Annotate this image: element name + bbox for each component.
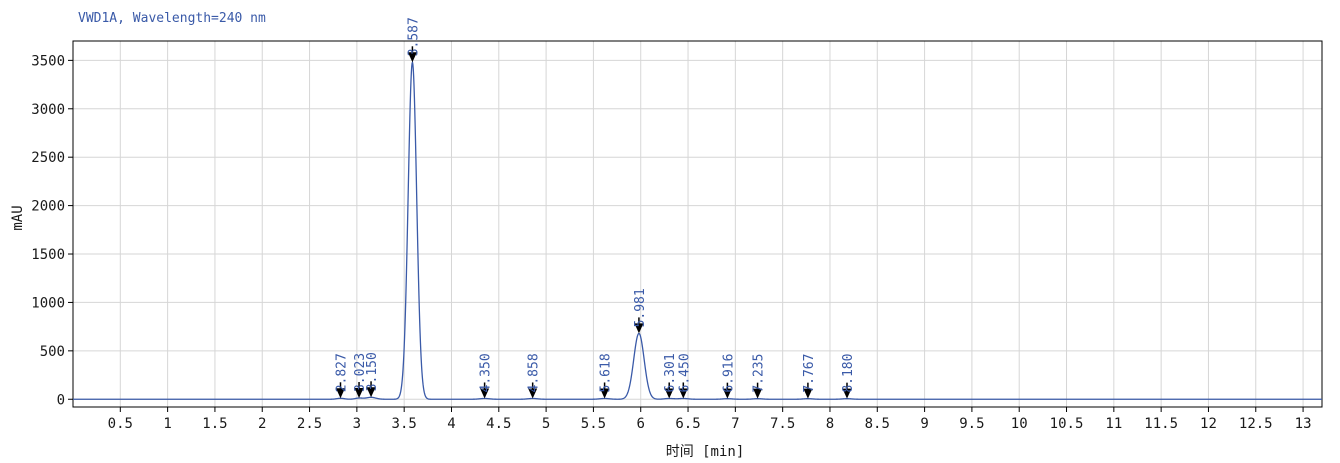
peak-label: 4.858 [527, 353, 542, 392]
x-tick-label: 9 [920, 416, 928, 432]
peak-arrow [664, 388, 674, 399]
peak-marker: 4.350 [479, 353, 494, 399]
peak-arrow [600, 388, 610, 399]
x-tick-label: 12 [1200, 416, 1217, 432]
x-tick-label: 3 [353, 416, 361, 432]
y-axis-label: mAU [10, 205, 26, 230]
peak-arrow [407, 52, 417, 63]
x-tick-label: 5 [542, 416, 550, 432]
peak-marker: 7.235 [752, 354, 767, 399]
x-tick-label: 4.5 [486, 416, 511, 432]
x-tick-label: 5.5 [581, 416, 606, 432]
x-tick-label: 11.5 [1144, 416, 1178, 432]
peak-label: 6.916 [721, 354, 736, 393]
peak-arrow [753, 388, 763, 399]
y-tick-label: 500 [40, 344, 65, 360]
peak-label: 3.150 [365, 352, 380, 391]
x-tick-label: 0.5 [108, 416, 133, 432]
peak-arrow [634, 323, 644, 334]
plot-frame [72, 40, 1323, 408]
peak-label: 4.350 [479, 353, 494, 392]
peak-label: 8.180 [841, 354, 856, 393]
x-tick-label: 7.5 [770, 416, 795, 432]
peak-marker: 6.301 [663, 353, 678, 399]
peak-label: 3.587 [406, 17, 421, 56]
x-tick-label: 4 [447, 416, 455, 432]
peak-arrow [480, 388, 490, 399]
peak-marker: 6.450 [677, 353, 692, 399]
y-tick-label: 1000 [31, 295, 65, 311]
x-tick-label: 2.5 [297, 416, 322, 432]
x-tick-label: 10 [1011, 416, 1028, 432]
x-tick-label: 1 [163, 416, 171, 432]
x-tick-label: 3.5 [392, 416, 417, 432]
y-tick-label: 2500 [31, 150, 65, 166]
series [73, 60, 1322, 400]
peak-marker: 5.618 [599, 353, 614, 399]
peak-label: 6.450 [677, 353, 692, 392]
peak-arrow [722, 388, 732, 399]
peak-label: 5.618 [599, 353, 614, 392]
x-tick-label: 12.5 [1239, 416, 1273, 432]
peak-arrow [678, 388, 688, 399]
x-tick-label: 6.5 [675, 416, 700, 432]
x-tick-label: 11 [1105, 416, 1122, 432]
peak-label: 6.301 [663, 353, 678, 392]
peak-marker: 3.587 [406, 17, 421, 63]
peak-marker: 6.916 [721, 354, 736, 399]
peak-marker: 3.150 [365, 352, 380, 398]
peak-label: 2.827 [334, 353, 349, 392]
x-tick-label: 8.5 [865, 416, 890, 432]
peak-label: 3.023 [353, 353, 368, 392]
peak-marker: 3.023 [353, 353, 368, 399]
y-tick-label: 3500 [31, 53, 65, 69]
peak-arrow [528, 388, 538, 399]
y-tick-label: 3000 [31, 102, 65, 118]
grid [73, 41, 1322, 407]
chart-title: VWD1A, Wavelength=240 nm [78, 11, 266, 26]
y-tick-label: 1500 [31, 247, 65, 263]
y-tick-label: 0 [57, 392, 65, 408]
x-axis-label: 时间 [min] [666, 444, 745, 460]
x-tick-label: 6 [637, 416, 645, 432]
x-tick-label: 9.5 [959, 416, 984, 432]
peak-marker: 2.827 [334, 353, 349, 399]
peak-label: 5.981 [633, 288, 648, 327]
x-tick-label: 13 [1295, 416, 1312, 432]
peak-marker: 8.180 [841, 354, 856, 399]
peak-marker: 5.981 [633, 288, 648, 334]
x-tick-label: 10.5 [1050, 416, 1084, 432]
peak-arrow [803, 388, 813, 399]
x-tick-label: 7 [731, 416, 739, 432]
y-tick-label: 2000 [31, 199, 65, 215]
peak-arrow [366, 387, 376, 398]
peak-arrow [354, 388, 364, 399]
x-tick-label: 1.5 [202, 416, 227, 432]
axis-ticks: 0.5 1 1.5 2 2.5 3 3.5 4 4.5 5 5.5 6 6.5 7 7.5 8 8.5 9 9.5 1… [31, 53, 1311, 432]
peak-marker: 4.858 [527, 353, 542, 399]
peak-label: 7.767 [802, 354, 817, 393]
x-tick-label: 8 [826, 416, 834, 432]
peak-label: 7.235 [752, 354, 767, 393]
peak-arrow [335, 388, 345, 399]
x-tick-label: 2 [258, 416, 266, 432]
peak-arrow [842, 388, 852, 399]
chromatogram-trace [73, 60, 1322, 400]
peak-marker: 7.767 [802, 354, 817, 399]
